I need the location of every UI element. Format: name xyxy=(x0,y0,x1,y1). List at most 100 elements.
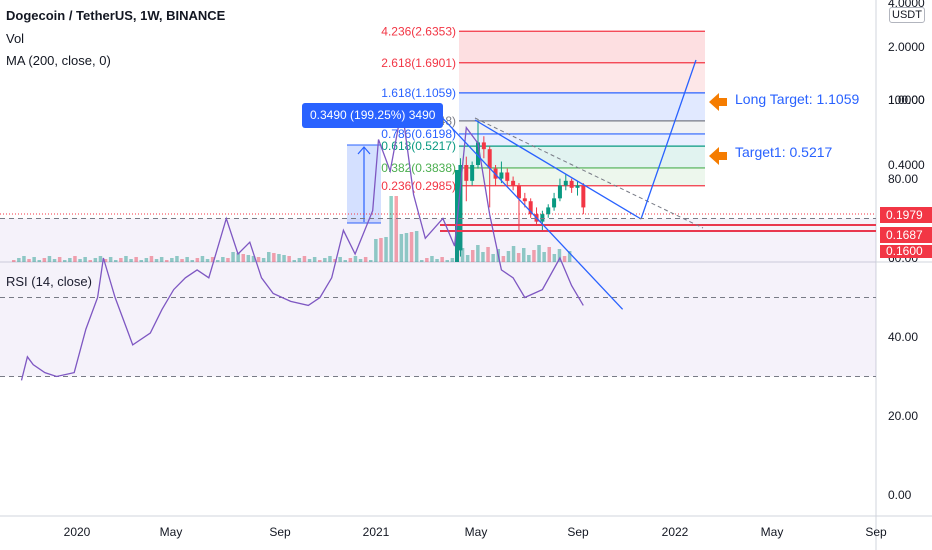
time-tick-label: Sep xyxy=(269,525,291,539)
volume-bar xyxy=(562,256,567,262)
fib-level-label: 0.786(0.6198) xyxy=(381,127,456,141)
volume-bar xyxy=(338,257,342,262)
volume-bar xyxy=(348,258,353,262)
fib-zone xyxy=(459,133,705,147)
rsi-trendline xyxy=(439,115,624,310)
volume-bar xyxy=(363,257,368,262)
volume-bar xyxy=(57,257,62,262)
volume-bar xyxy=(165,260,169,262)
fib-zone xyxy=(459,120,705,134)
candle-body xyxy=(511,180,516,186)
volume-bar xyxy=(394,196,398,262)
volume-bar xyxy=(267,252,271,262)
measure-arrowhead xyxy=(357,146,371,155)
currency-badge[interactable]: USDT xyxy=(889,7,925,23)
volume-bar xyxy=(557,249,562,262)
volume-bar xyxy=(251,256,256,262)
price-tick-label: 2.0000 xyxy=(888,40,925,54)
rsi-legend[interactable]: RSI (14, close) xyxy=(6,274,92,289)
volume-bar xyxy=(261,258,266,262)
volume-bar xyxy=(159,257,164,262)
volume-bar xyxy=(486,247,490,262)
candle-body xyxy=(464,165,469,181)
volume-bar xyxy=(42,258,47,262)
fib-level-label: 2.618(1.6901) xyxy=(381,56,456,70)
candle-body xyxy=(575,185,580,188)
rsi-line xyxy=(20,107,584,381)
volume-bar xyxy=(287,256,291,262)
volume-bar xyxy=(312,257,317,262)
rsi-tick-label: 80.00 xyxy=(888,172,918,186)
volume-bar xyxy=(333,259,337,262)
volume-bar xyxy=(323,258,327,262)
volume-bar xyxy=(506,251,511,262)
fib-level-label: 1.618(1.1059) xyxy=(381,86,456,100)
volume-bar xyxy=(185,257,189,262)
volume-bar xyxy=(22,256,26,262)
time-tick-label: Sep xyxy=(865,525,887,539)
candle-body xyxy=(557,185,562,199)
volume-bar xyxy=(144,258,149,262)
ma-legend[interactable]: MA (200, close, 0) xyxy=(6,53,111,68)
volume-bar xyxy=(450,258,455,262)
volume-bar xyxy=(465,255,470,262)
volume-bar xyxy=(205,259,210,262)
volume-bar xyxy=(12,260,16,262)
volume-bar xyxy=(63,260,67,262)
volume-bar xyxy=(307,259,312,262)
candle-body xyxy=(546,207,551,215)
volume-bar xyxy=(226,258,230,262)
fib-level-label: 0.236(0.2985) xyxy=(381,179,456,193)
volume-bar xyxy=(542,252,546,262)
volume-bar xyxy=(292,260,296,262)
low-price-label: 0.1600 xyxy=(880,245,932,258)
volume-bar xyxy=(241,254,245,262)
time-tick-label: May xyxy=(761,525,784,539)
volume-bar xyxy=(180,259,184,262)
volume-bar xyxy=(134,257,138,262)
volume-bar xyxy=(124,256,128,262)
volume-bar xyxy=(481,252,485,262)
volume-bar xyxy=(175,256,179,262)
volume-bar xyxy=(302,256,307,262)
time-tick-label: May xyxy=(465,525,488,539)
volume-bar xyxy=(108,257,113,262)
candle-body xyxy=(581,185,586,208)
vol-legend[interactable]: Vol xyxy=(6,31,25,46)
rsi-tick-label: 100.00 xyxy=(888,93,925,107)
time-tick-label: 2020 xyxy=(64,525,91,539)
time-tick-label: May xyxy=(160,525,183,539)
rsi-band-fill xyxy=(0,218,876,377)
candle-body xyxy=(505,172,510,181)
candle-body xyxy=(516,185,521,199)
volume-bar xyxy=(93,258,98,262)
volume-bar xyxy=(374,239,378,262)
volume-bar xyxy=(476,245,480,262)
candle-body xyxy=(540,214,545,222)
volume-bar xyxy=(399,234,404,262)
volume-bar xyxy=(389,196,393,262)
measure-label: 0.3490 (199.25%) 3490 xyxy=(302,103,444,128)
fib-level-label: 0.382(0.3838) xyxy=(381,161,456,175)
volume-bar xyxy=(195,258,200,262)
fib-zone xyxy=(459,31,705,63)
volume-bar xyxy=(440,257,444,262)
volume-bar xyxy=(17,258,21,262)
candle-body xyxy=(522,198,527,202)
volume-bar xyxy=(216,260,220,262)
volume-bar xyxy=(139,260,143,262)
fib-zone xyxy=(459,62,705,93)
volume-bar xyxy=(537,245,541,262)
volume-bar xyxy=(547,247,551,262)
fib-zone xyxy=(459,146,705,168)
volume-bar xyxy=(32,257,36,262)
fib-level-label: 4.236(2.6353) xyxy=(381,24,456,38)
volume-bar xyxy=(114,260,118,262)
price-trendline-dashed xyxy=(474,117,704,229)
volume-bar xyxy=(358,259,363,262)
volume-bar xyxy=(129,259,133,262)
volume-bar xyxy=(516,253,521,262)
volume-bar xyxy=(532,250,536,262)
volume-bar xyxy=(420,260,424,262)
